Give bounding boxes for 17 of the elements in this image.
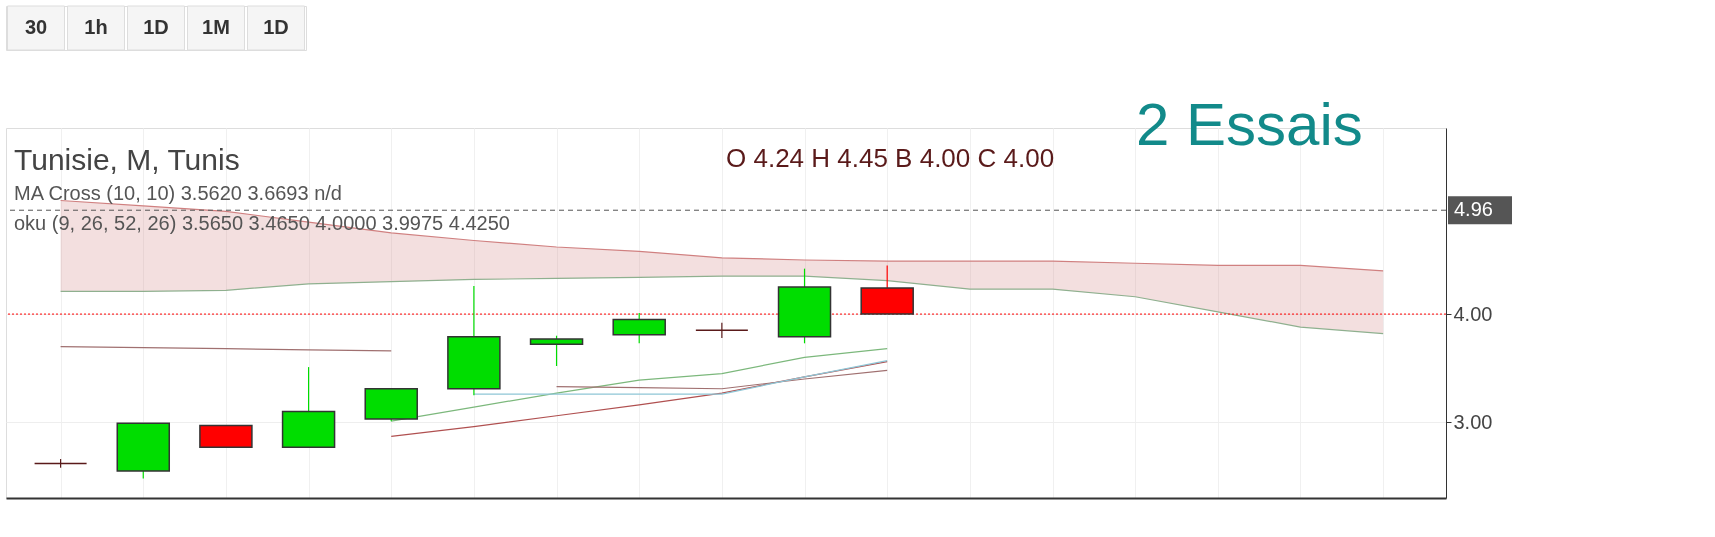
line-series (60, 275, 1384, 335)
text: 1M (202, 16, 230, 38)
annotation: MA Cross (10, 10) 3.5620 3.6693 n/d (14, 182, 342, 204)
line-series (390, 348, 888, 422)
annotation: 2 Essais (1136, 91, 1363, 158)
text: 1h (84, 16, 108, 38)
ref-line-label: 4.96 (1454, 198, 1493, 221)
text: Tunisie, M, Tunis (14, 143, 240, 176)
line-series (390, 361, 888, 437)
annotation: O 4.24 H 4.45 B 4.00 C 4.00 (726, 143, 1055, 173)
text: 1D (263, 16, 289, 38)
text: 30 (24, 16, 48, 38)
text: 1D (143, 16, 169, 38)
candlestick (695, 322, 749, 339)
y-tick-label: 4.00 (1453, 302, 1493, 325)
candlestick (529, 335, 584, 367)
y-tick-label: 3.00 (1453, 410, 1493, 433)
